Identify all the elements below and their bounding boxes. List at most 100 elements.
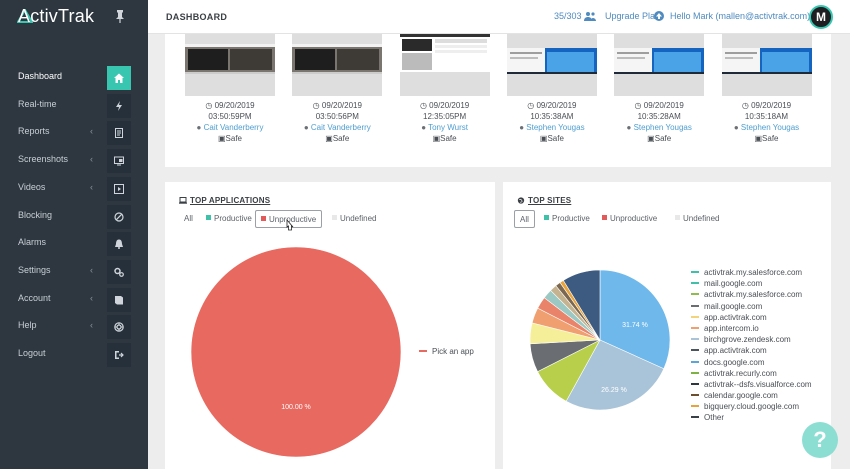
screenshot-date: 09/20/2019 — [429, 101, 470, 110]
legend-item[interactable]: mail.google.com — [691, 301, 812, 312]
legend-item[interactable]: activtrak.recurly.com — [691, 368, 812, 379]
screenshot-status: Safe — [762, 134, 779, 143]
sidebar-item-blocking[interactable]: Blocking — [0, 204, 148, 229]
legend-item[interactable]: activtrak.my.salesforce.com — [691, 289, 812, 300]
legend-swatch — [691, 382, 699, 385]
chevron-left-icon[interactable]: ‹ — [90, 126, 93, 137]
screenshot-thumbnail[interactable] — [399, 34, 490, 96]
legend-item[interactable]: app.intercom.io — [691, 323, 812, 334]
user-count-link[interactable]: 35/303 — [554, 11, 582, 21]
bell-icon[interactable] — [107, 232, 131, 257]
shield-icon: ▣ — [647, 134, 655, 143]
legend-label: Other — [704, 413, 725, 423]
sidebar-item-settings[interactable]: Settings ‹ — [0, 259, 148, 284]
video-icon[interactable] — [107, 176, 131, 201]
sidebar-item-account[interactable]: Account ‹ — [0, 287, 148, 312]
top-applications-title[interactable]: TOP APPLICATIONS — [179, 196, 270, 205]
help-chat-button[interactable]: ? — [802, 422, 838, 458]
user-icon: ● — [519, 123, 525, 132]
sidebar-item-label: Dashboard — [18, 71, 63, 81]
legend-label: birchgrove.zendesk.com — [704, 335, 791, 345]
legend-item[interactable]: activtrak.my.salesforce.com — [691, 267, 812, 278]
sidebar-item-help[interactable]: Help ‹ — [0, 315, 148, 340]
home-icon[interactable] — [107, 66, 131, 90]
legend-item[interactable]: activtrak--dsfs.visualforce.com — [691, 379, 812, 390]
sidebar-item-screenshots[interactable]: Screenshots ‹ — [0, 149, 148, 174]
chevron-left-icon[interactable]: ‹ — [90, 154, 93, 165]
bolt-icon[interactable] — [107, 93, 131, 118]
screenshot-user-link[interactable]: Stephen Yougas — [740, 123, 800, 132]
legend-item[interactable]: app.activtrak.com — [691, 345, 812, 356]
filter-all[interactable]: All — [514, 210, 535, 228]
legend-item[interactable]: calendar.google.com — [691, 390, 812, 401]
filter-all[interactable]: All — [179, 210, 198, 228]
screenshot-status: Safe — [547, 134, 564, 143]
signout-icon[interactable] — [107, 343, 131, 367]
screenshot-thumbnail[interactable] — [292, 34, 383, 96]
users-icon[interactable] — [584, 11, 596, 21]
sidebar-item-reports[interactable]: Reports ‹ — [0, 121, 148, 146]
chevron-left-icon[interactable]: ‹ — [90, 181, 93, 192]
legend-label: activtrak.my.salesforce.com — [704, 290, 803, 300]
screenshot-thumbnail[interactable] — [506, 34, 597, 96]
legend-item[interactable]: bigquery.cloud.google.com — [691, 401, 812, 412]
screenshot-thumbnail[interactable] — [614, 34, 705, 96]
screenshot-user-link[interactable]: Cait Vanderberry — [310, 123, 371, 132]
arrow-up-circle-icon[interactable] — [654, 11, 664, 21]
filter-undefined[interactable]: Undefined — [670, 210, 724, 228]
sidebar-item-alarms[interactable]: Alarms — [0, 232, 148, 257]
chevron-left-icon[interactable]: ‹ — [90, 320, 93, 331]
book-icon[interactable] — [107, 287, 131, 312]
pin-icon[interactable] — [115, 9, 125, 23]
top-sites-title[interactable]: TOP SITES — [517, 196, 571, 205]
screenshot-thumbnail[interactable] — [721, 34, 812, 96]
report-icon[interactable] — [107, 121, 131, 146]
gears-icon[interactable] — [107, 259, 131, 284]
pie-slice[interactable] — [190, 246, 402, 458]
pie-slice[interactable] — [599, 269, 671, 370]
chevron-left-icon[interactable]: ‹ — [90, 264, 93, 275]
legend-item[interactable]: Other — [691, 412, 812, 423]
sidebar-item-videos[interactable]: Videos ‹ — [0, 176, 148, 201]
legend-swatch — [261, 216, 266, 221]
apps-legend: Pick an app — [419, 346, 474, 357]
filter-unproductive[interactable]: Unproductive — [597, 210, 662, 228]
screenshot-icon[interactable] — [107, 149, 131, 174]
filter-productive[interactable]: Productive — [201, 210, 257, 228]
screenshot-user-link[interactable]: Tony Wurst — [428, 123, 468, 132]
lifering-icon[interactable] — [107, 315, 131, 340]
pie-slice[interactable] — [562, 269, 601, 342]
block-icon[interactable] — [107, 204, 131, 229]
legend-item[interactable]: mail.google.com — [691, 278, 812, 289]
sidebar-item-real-time[interactable]: Real-time — [0, 93, 148, 118]
sidebar-item-logout[interactable]: Logout — [0, 343, 148, 367]
legend-label: activtrak.recurly.com — [704, 368, 777, 378]
screenshot-thumbnail[interactable] — [185, 34, 275, 96]
legend-swatch — [691, 405, 699, 408]
legend-swatch — [691, 315, 699, 318]
legend-item[interactable]: docs.google.com — [691, 357, 812, 368]
user-icon: ● — [733, 123, 739, 132]
legend-item[interactable]: Pick an app — [419, 346, 474, 357]
upgrade-plan-link[interactable]: Upgrade Plan — [605, 11, 661, 21]
filter-undefined[interactable]: Undefined — [327, 210, 381, 228]
chevron-left-icon[interactable]: ‹ — [90, 292, 93, 303]
page-title: DASHBOARD — [166, 12, 228, 22]
sidebar-item-dashboard[interactable]: Dashboard — [0, 66, 148, 90]
legend-item[interactable]: birchgrove.zendesk.com — [691, 334, 812, 345]
legend-item[interactable]: app.activtrak.com — [691, 312, 812, 323]
screenshot-date: 09/20/2019 — [321, 101, 362, 110]
sidebar: ActivTrak Dashboard Real-time Reports ‹ Scre… — [0, 0, 148, 469]
brand-logo[interactable]: ActivTrak — [18, 6, 95, 26]
user-icon: ● — [303, 123, 309, 132]
avatar[interactable]: M — [809, 5, 833, 29]
screenshot-user-link[interactable]: Cait Vanderberry — [203, 123, 264, 132]
legend-swatch — [602, 215, 607, 220]
sidebar-item-label: Videos — [18, 181, 46, 192]
user-greeting-link[interactable]: Hello Mark (mallen@activtrak.com) — [670, 11, 811, 21]
screenshot-user-link[interactable]: Stephen Yougas — [633, 123, 692, 132]
screenshot-user-link[interactable]: Stephen Yougas — [526, 123, 585, 132]
filter-productive[interactable]: Productive — [539, 210, 595, 228]
screenshot-date: 09/20/2019 — [536, 101, 577, 110]
clock-icon: ◷ — [527, 101, 535, 110]
